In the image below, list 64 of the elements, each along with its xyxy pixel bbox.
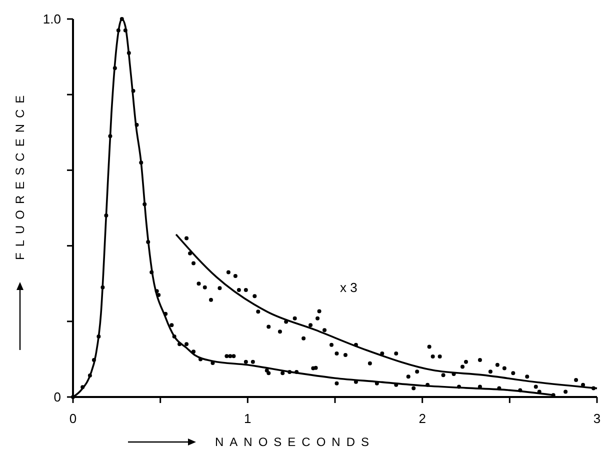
x-tick-label: 1	[244, 411, 252, 426]
point	[368, 361, 372, 366]
point	[266, 324, 271, 329]
point	[438, 354, 442, 359]
point	[278, 330, 282, 334]
point	[266, 371, 271, 376]
point	[502, 366, 506, 370]
point	[184, 342, 189, 346]
annotation: x 3	[340, 280, 358, 295]
point	[170, 323, 174, 328]
point	[316, 316, 320, 320]
point	[430, 354, 435, 359]
point	[224, 354, 229, 358]
point	[202, 285, 207, 290]
y-tick-label: 1.0	[42, 12, 61, 27]
point	[252, 294, 257, 298]
point	[322, 328, 327, 332]
point	[511, 371, 516, 376]
point	[464, 360, 468, 364]
point	[188, 251, 192, 256]
point	[236, 288, 241, 292]
point	[334, 381, 339, 386]
point	[574, 378, 578, 382]
point	[343, 353, 348, 358]
point	[488, 370, 492, 374]
point	[256, 310, 260, 314]
point	[228, 354, 232, 358]
point	[232, 354, 236, 358]
point	[394, 352, 398, 356]
line-series	[175, 234, 598, 390]
point	[250, 360, 255, 364]
y-axis-title: FLUORESCENCE	[13, 89, 27, 260]
x-tick-label: 2	[418, 411, 426, 426]
point	[314, 366, 318, 370]
x-tick-label: 3	[593, 411, 601, 426]
point	[244, 288, 248, 292]
point	[196, 282, 201, 286]
point	[427, 344, 432, 349]
point	[525, 374, 530, 379]
x-tick-label: 0	[69, 411, 77, 426]
point	[317, 309, 322, 314]
point	[460, 364, 465, 369]
point	[412, 386, 416, 390]
point	[208, 298, 213, 302]
point	[406, 374, 410, 379]
point	[330, 342, 334, 347]
point	[478, 358, 482, 362]
point	[292, 316, 297, 320]
point	[192, 261, 196, 266]
point	[226, 270, 230, 274]
point	[441, 373, 446, 378]
point	[233, 274, 238, 278]
point	[564, 390, 568, 394]
point	[334, 352, 339, 356]
point	[534, 384, 538, 389]
point	[218, 286, 222, 290]
x-axis-title: NANOSECONDS	[215, 435, 376, 449]
point	[244, 360, 248, 364]
point	[184, 236, 189, 240]
point	[415, 370, 420, 374]
point	[308, 323, 313, 328]
point	[280, 371, 285, 376]
point	[495, 362, 500, 367]
point	[302, 336, 306, 340]
